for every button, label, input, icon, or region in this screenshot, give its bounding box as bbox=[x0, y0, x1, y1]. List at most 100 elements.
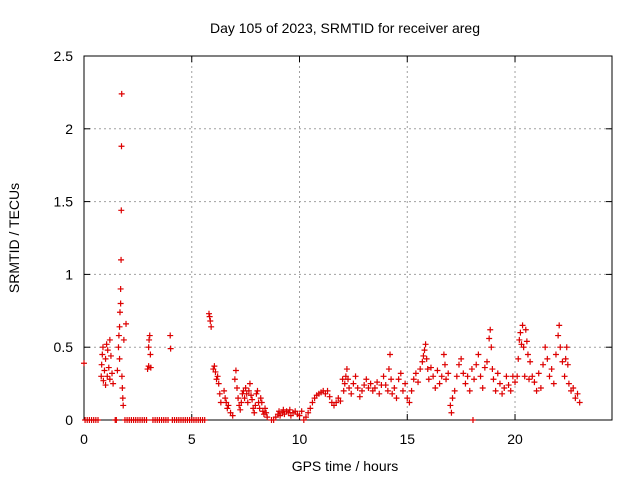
data-point bbox=[298, 408, 305, 415]
data-point bbox=[522, 326, 529, 333]
data-point bbox=[106, 376, 113, 383]
data-point bbox=[326, 393, 333, 400]
data-point bbox=[113, 417, 120, 423]
data-point bbox=[167, 332, 174, 339]
data-point bbox=[98, 361, 105, 368]
data-point bbox=[462, 380, 469, 387]
data-point bbox=[537, 384, 544, 391]
data-point bbox=[345, 376, 351, 383]
data-point bbox=[286, 406, 293, 413]
data-point bbox=[521, 373, 528, 380]
data-point bbox=[143, 417, 150, 423]
data-point bbox=[103, 341, 110, 348]
data-point bbox=[481, 364, 488, 371]
data-point bbox=[488, 344, 495, 351]
data-point bbox=[206, 313, 213, 320]
data-point bbox=[100, 377, 107, 384]
data-point bbox=[118, 256, 125, 263]
data-point bbox=[447, 402, 454, 409]
data-point bbox=[458, 355, 465, 362]
data-point bbox=[466, 387, 473, 394]
data-point bbox=[119, 395, 126, 402]
data-point bbox=[469, 417, 476, 423]
data-point bbox=[406, 399, 413, 406]
data-point bbox=[572, 395, 579, 402]
data-point bbox=[430, 373, 437, 380]
data-point bbox=[222, 395, 229, 402]
data-point bbox=[505, 382, 512, 389]
data-point bbox=[448, 409, 455, 416]
data-point bbox=[391, 384, 398, 391]
data-point bbox=[494, 370, 501, 377]
data-point bbox=[251, 409, 258, 416]
data-point bbox=[120, 336, 127, 343]
data-point bbox=[116, 323, 123, 330]
data-point bbox=[324, 387, 331, 394]
data-point bbox=[421, 347, 428, 354]
data-point bbox=[388, 376, 395, 383]
data-point bbox=[576, 399, 583, 406]
data-point bbox=[512, 379, 519, 386]
data-point bbox=[507, 387, 514, 394]
y-tick-label: 0 bbox=[65, 412, 73, 428]
x-tick-label: 5 bbox=[188, 431, 196, 447]
data-point bbox=[352, 373, 359, 380]
data-point bbox=[445, 370, 452, 377]
data-point bbox=[214, 373, 221, 380]
data-point bbox=[95, 417, 102, 423]
data-point bbox=[542, 344, 549, 351]
data-point bbox=[533, 387, 540, 394]
data-point bbox=[436, 380, 443, 387]
data-point bbox=[563, 344, 570, 351]
data-point bbox=[114, 367, 121, 374]
data-point bbox=[451, 387, 458, 394]
y-tick-label: 0.5 bbox=[54, 339, 74, 355]
data-point bbox=[540, 361, 547, 368]
data-point bbox=[263, 409, 270, 416]
data-point bbox=[262, 405, 269, 412]
data-point bbox=[116, 309, 123, 316]
data-point bbox=[146, 332, 153, 339]
data-point bbox=[211, 363, 218, 370]
data-point bbox=[246, 380, 253, 387]
data-point bbox=[535, 370, 542, 377]
data-point bbox=[438, 373, 445, 380]
data-point bbox=[115, 344, 122, 351]
data-point bbox=[348, 390, 355, 397]
data-point bbox=[213, 376, 220, 383]
data-point bbox=[118, 207, 125, 214]
data-point bbox=[167, 345, 174, 352]
data-point bbox=[557, 344, 564, 351]
data-point bbox=[101, 367, 108, 374]
data-point bbox=[524, 351, 531, 358]
data-point bbox=[110, 380, 117, 387]
data-point bbox=[118, 90, 125, 97]
data-point bbox=[258, 399, 265, 406]
data-point bbox=[354, 384, 361, 391]
data-point bbox=[238, 399, 245, 406]
data-point bbox=[402, 380, 409, 387]
data-point bbox=[81, 360, 87, 367]
data-point bbox=[546, 373, 553, 380]
data-point bbox=[123, 320, 130, 327]
data-point bbox=[98, 373, 105, 380]
data-point bbox=[526, 376, 533, 383]
data-point bbox=[302, 414, 309, 421]
data-point bbox=[276, 408, 283, 415]
data-point bbox=[216, 390, 223, 397]
data-point bbox=[217, 399, 224, 406]
data-point bbox=[146, 336, 153, 343]
data-point bbox=[517, 329, 524, 336]
data-point bbox=[242, 384, 249, 391]
data-point bbox=[253, 390, 260, 397]
data-point bbox=[361, 382, 368, 389]
data-point bbox=[520, 344, 527, 351]
data-point bbox=[145, 344, 152, 351]
data-point bbox=[99, 344, 106, 351]
data-point bbox=[232, 367, 239, 374]
data-point bbox=[212, 368, 219, 375]
data-point bbox=[515, 355, 522, 362]
data-point bbox=[443, 376, 450, 383]
data-point bbox=[104, 347, 111, 354]
